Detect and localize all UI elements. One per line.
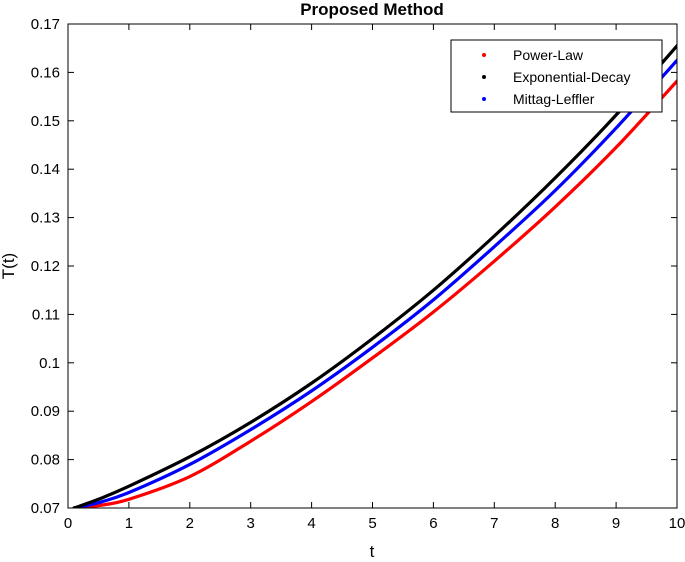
legend-box	[450, 39, 663, 113]
y-tick-label: 0.07	[31, 500, 60, 517]
legend: Power-Law Exponential-Decay Mittag-Leffl…	[450, 39, 663, 113]
legend-marker-exponential-decay	[482, 75, 486, 79]
y-tick-label: 0.14	[31, 161, 60, 178]
x-tick-label: 9	[612, 515, 620, 532]
legend-marker-mittag-leffler	[482, 97, 486, 101]
x-axis-label: t	[370, 542, 375, 561]
x-tick-label: 10	[669, 515, 685, 532]
x-tick-label: 1	[125, 515, 133, 532]
tick-layer: 0 1 2 3 4 5 6 7 8 9 10 0.07 0.08 0.09 0.1 0.11 0.12 0.13 0…	[31, 16, 685, 532]
x-tick-label: 0	[64, 515, 72, 532]
x-tick-label: 5	[368, 515, 376, 532]
legend-label-mittag-leffler: Mittag-Leffler	[513, 91, 595, 107]
y-tick-label: 0.08	[31, 452, 60, 469]
series-layer	[72, 44, 677, 508]
y-tick-label: 0.15	[31, 113, 60, 130]
series-line-mittag-leffler	[72, 58, 677, 508]
series-line-power-law	[72, 79, 677, 508]
y-tick-label: 0.09	[31, 403, 60, 420]
y-tick-label: 0.13	[31, 210, 60, 227]
x-tick-label: 8	[551, 515, 559, 532]
legend-label-power-law: Power-Law	[513, 47, 584, 63]
x-tick-label: 7	[490, 515, 498, 532]
y-tick-label: 0.16	[31, 64, 60, 81]
axes-frame	[67, 23, 678, 509]
series-line-exponential-decay	[72, 44, 677, 508]
y-tick-label: 0.12	[31, 258, 60, 275]
chart-title: Proposed Method	[300, 0, 444, 19]
y-tick-label: 0.1	[39, 355, 60, 372]
x-tick-label: 2	[186, 515, 194, 532]
legend-label-exponential-decay: Exponential-Decay	[513, 69, 631, 85]
x-tick-label: 6	[429, 515, 437, 532]
y-tick-label: 0.17	[31, 16, 60, 33]
legend-marker-power-law	[482, 53, 486, 57]
y-axis-label: T(t)	[0, 253, 18, 279]
x-tick-label: 3	[247, 515, 255, 532]
y-tick-label: 0.11	[32, 306, 60, 323]
x-tick-label: 4	[307, 515, 315, 532]
